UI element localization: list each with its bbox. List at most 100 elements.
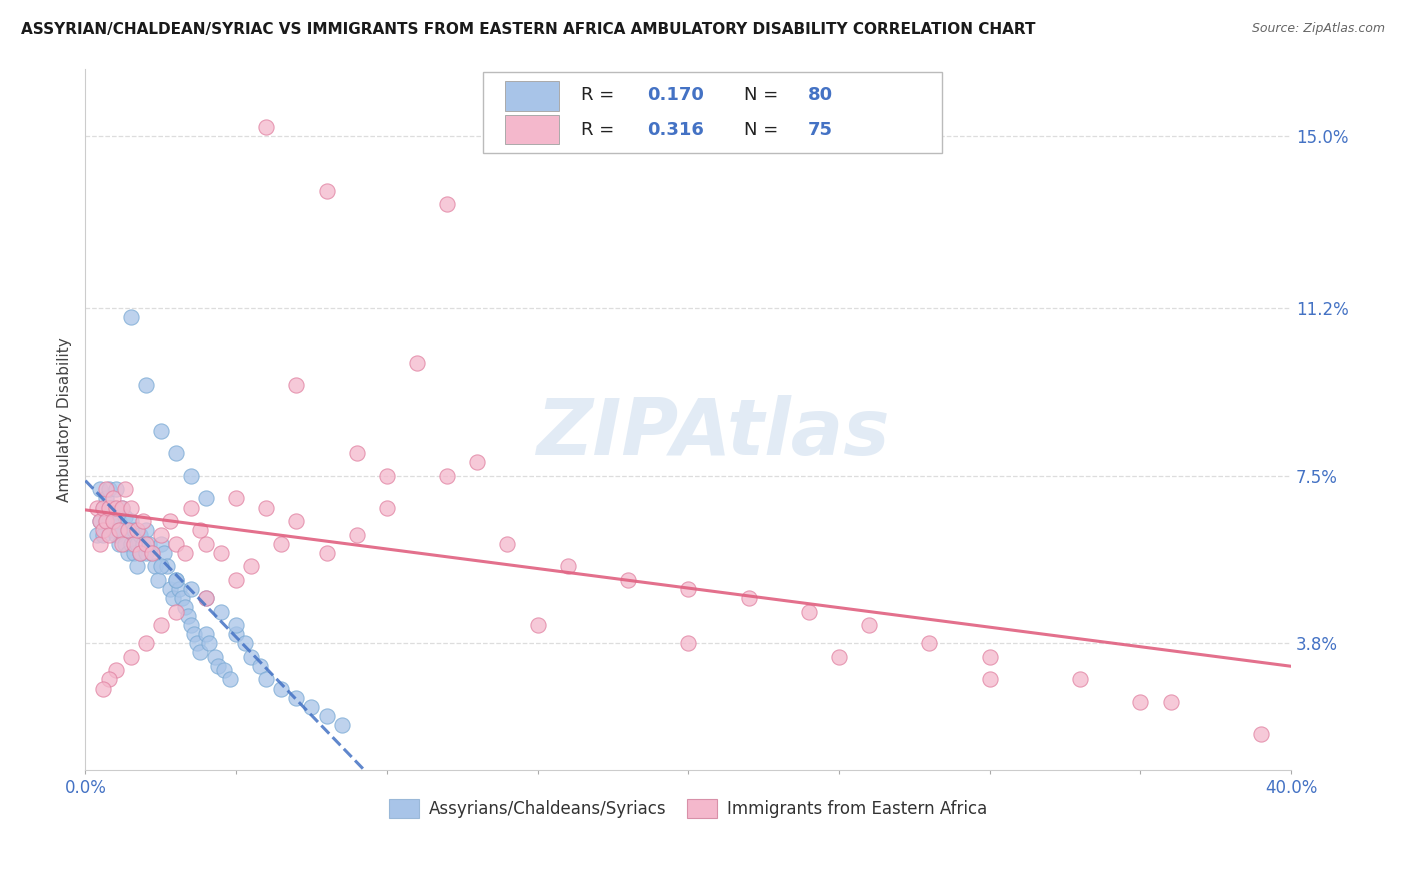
Point xyxy=(330,717,353,731)
Point xyxy=(146,573,169,587)
Text: Source: ZipAtlas.com: Source: ZipAtlas.com xyxy=(1251,22,1385,36)
Point xyxy=(120,500,142,515)
Point xyxy=(131,514,153,528)
Point xyxy=(285,514,308,528)
Point xyxy=(114,537,136,551)
Point xyxy=(117,546,139,560)
Point xyxy=(101,491,124,506)
Point xyxy=(96,514,118,528)
Point xyxy=(225,573,247,587)
Point xyxy=(89,483,111,497)
Point xyxy=(96,514,118,528)
Point xyxy=(141,546,163,560)
Point xyxy=(198,636,221,650)
Point xyxy=(165,573,187,587)
Point xyxy=(104,505,127,519)
Point xyxy=(89,537,111,551)
Point xyxy=(1069,673,1091,687)
Point xyxy=(110,523,132,537)
Point xyxy=(143,559,166,574)
Point xyxy=(346,527,368,541)
Point xyxy=(254,673,277,687)
Point xyxy=(194,627,217,641)
Point xyxy=(465,455,488,469)
Point xyxy=(375,500,398,515)
Point xyxy=(98,673,121,687)
Point xyxy=(315,184,337,198)
Point xyxy=(209,605,232,619)
Point xyxy=(526,618,548,632)
Point xyxy=(107,537,129,551)
Point xyxy=(98,483,121,497)
Point xyxy=(104,483,127,497)
Point xyxy=(96,491,118,506)
Point xyxy=(107,514,129,528)
Point xyxy=(225,491,247,506)
Point xyxy=(128,546,150,560)
Point xyxy=(315,546,337,560)
Point xyxy=(177,609,200,624)
Point xyxy=(617,573,640,587)
Point xyxy=(828,649,851,664)
Point xyxy=(110,537,132,551)
Point xyxy=(128,527,150,541)
Point xyxy=(117,523,139,537)
Point xyxy=(86,527,108,541)
Point xyxy=(135,546,157,560)
Point xyxy=(436,468,458,483)
Point xyxy=(436,197,458,211)
Point xyxy=(285,378,308,392)
Point xyxy=(375,468,398,483)
Text: 0.170: 0.170 xyxy=(647,87,704,104)
Point xyxy=(141,546,163,560)
Text: R =: R = xyxy=(581,87,620,104)
Point xyxy=(125,523,148,537)
Point xyxy=(270,537,292,551)
Text: ASSYRIAN/CHALDEAN/SYRIAC VS IMMIGRANTS FROM EASTERN AFRICA AMBULATORY DISABILITY: ASSYRIAN/CHALDEAN/SYRIAC VS IMMIGRANTS F… xyxy=(21,22,1036,37)
Point xyxy=(149,537,172,551)
Point xyxy=(93,681,115,696)
Point xyxy=(173,600,195,615)
Point xyxy=(918,636,941,650)
Point xyxy=(678,582,700,596)
Point xyxy=(1160,695,1182,709)
Point xyxy=(180,468,202,483)
Point xyxy=(797,605,820,619)
Point xyxy=(225,618,247,632)
Point xyxy=(183,627,205,641)
Point xyxy=(125,537,148,551)
Point xyxy=(165,605,187,619)
Point xyxy=(165,537,187,551)
Point xyxy=(122,537,145,551)
Point xyxy=(254,500,277,515)
Point xyxy=(346,446,368,460)
Point xyxy=(114,483,136,497)
Point xyxy=(117,523,139,537)
Point xyxy=(149,527,172,541)
Point xyxy=(315,708,337,723)
Point xyxy=(406,356,429,370)
Point xyxy=(170,591,193,605)
Y-axis label: Ambulatory Disability: Ambulatory Disability xyxy=(58,337,72,501)
Point xyxy=(96,483,118,497)
Legend: Assyrians/Chaldeans/Syriacs, Immigrants from Eastern Africa: Assyrians/Chaldeans/Syriacs, Immigrants … xyxy=(382,793,994,825)
Point xyxy=(98,514,121,528)
Point xyxy=(209,546,232,560)
Point xyxy=(120,649,142,664)
Point xyxy=(156,559,179,574)
Point xyxy=(188,523,211,537)
Point xyxy=(180,500,202,515)
Point xyxy=(678,636,700,650)
Point xyxy=(219,673,242,687)
Point xyxy=(557,559,579,574)
Point xyxy=(93,500,115,515)
Point xyxy=(188,645,211,659)
Point xyxy=(122,523,145,537)
Point xyxy=(98,500,121,515)
Point xyxy=(101,500,124,515)
Text: ZIPAtlas: ZIPAtlas xyxy=(536,395,889,471)
Point xyxy=(194,591,217,605)
Text: N =: N = xyxy=(744,87,783,104)
Point xyxy=(114,509,136,524)
Point xyxy=(233,636,256,650)
